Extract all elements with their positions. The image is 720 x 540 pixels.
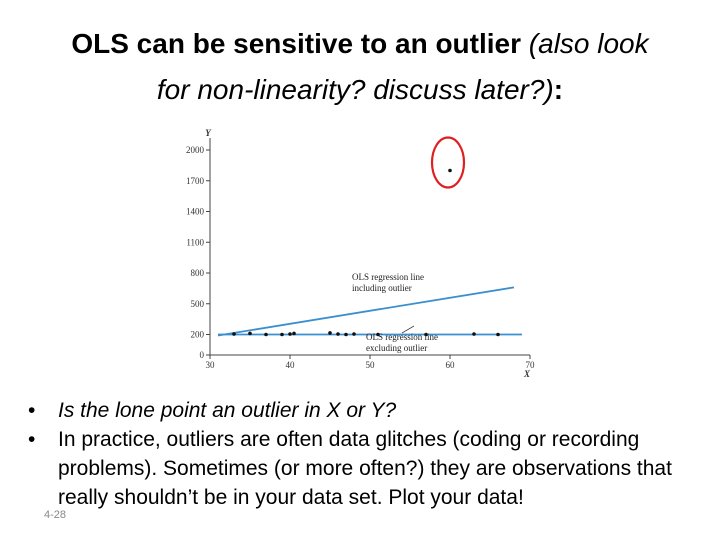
x-tick-label: 30 [206, 360, 216, 370]
annotation-including-outlier: including outlier [352, 283, 412, 293]
data-point [344, 332, 348, 337]
data-point [280, 332, 284, 337]
title-colon: : [553, 74, 564, 105]
data-point [352, 332, 356, 336]
bullet-item: • Is the lone point an outlier in X or Y… [28, 396, 708, 425]
x-tick-label: 60 [446, 360, 456, 370]
bullet-marker: • [28, 428, 36, 451]
bullet-item: • In practice, outliers are often data g… [28, 425, 708, 512]
data-point [496, 332, 500, 337]
data-point [288, 332, 292, 336]
y-tick-label: 2000 [186, 145, 205, 155]
title-italic-continuation: for non-linearity? discuss later?) [156, 74, 554, 105]
y-tick-label: 1700 [186, 176, 205, 186]
data-point [248, 331, 252, 336]
bullet-text: In practice, outliers are often data gli… [58, 428, 672, 509]
y-tick-label: 1100 [186, 237, 204, 247]
title-italic-text: (also look [528, 28, 649, 59]
data-point [292, 331, 296, 336]
bullet-marker: • [28, 399, 36, 422]
data-point [376, 332, 380, 337]
data-point [328, 331, 332, 335]
y-tick-label: 800 [191, 268, 205, 278]
data-point [264, 332, 268, 337]
y-tick-label: 500 [191, 299, 205, 309]
title-line-2: for non-linearity? discuss later?): [0, 74, 720, 106]
data-point [232, 332, 236, 336]
annotation-leader-line [401, 325, 415, 334]
x-tick-label: 70 [526, 360, 536, 370]
bullet-text: Is the lone point an outlier in X or Y? [58, 399, 397, 422]
annotation-excluding-outlier: excluding outlier [366, 343, 427, 353]
y-axis-label: Y [205, 128, 212, 138]
data-point [448, 168, 452, 173]
y-tick-label: 0 [200, 350, 205, 360]
title-line-1: OLS can be sensitive to an outlier (also… [0, 28, 720, 60]
data-point [336, 332, 340, 336]
slide-number: 4-28 [44, 509, 67, 521]
regression-line-including-outlier [217, 286, 515, 337]
x-tick-label: 40 [286, 360, 296, 370]
y-tick-label: 200 [191, 330, 205, 340]
title-bold-text: OLS can be sensitive to an outlier [71, 28, 522, 59]
annotation-including-outlier: OLS regression line [352, 272, 424, 282]
outlier-highlight-circle [430, 136, 466, 189]
bullet-list: • Is the lone point an outlier in X or Y… [28, 396, 708, 512]
scatter-chart: 0 200 500 800 1100 1400 1700 2000 30 40 50 60 70 Y X OL… [186, 128, 536, 379]
data-point [424, 332, 428, 337]
x-axis-label: X [523, 369, 531, 379]
y-tick-label: 1400 [186, 207, 205, 217]
data-point [472, 332, 476, 336]
annotation-excluding-outlier: OLS regression line [366, 332, 438, 342]
x-tick-label: 50 [366, 360, 376, 370]
